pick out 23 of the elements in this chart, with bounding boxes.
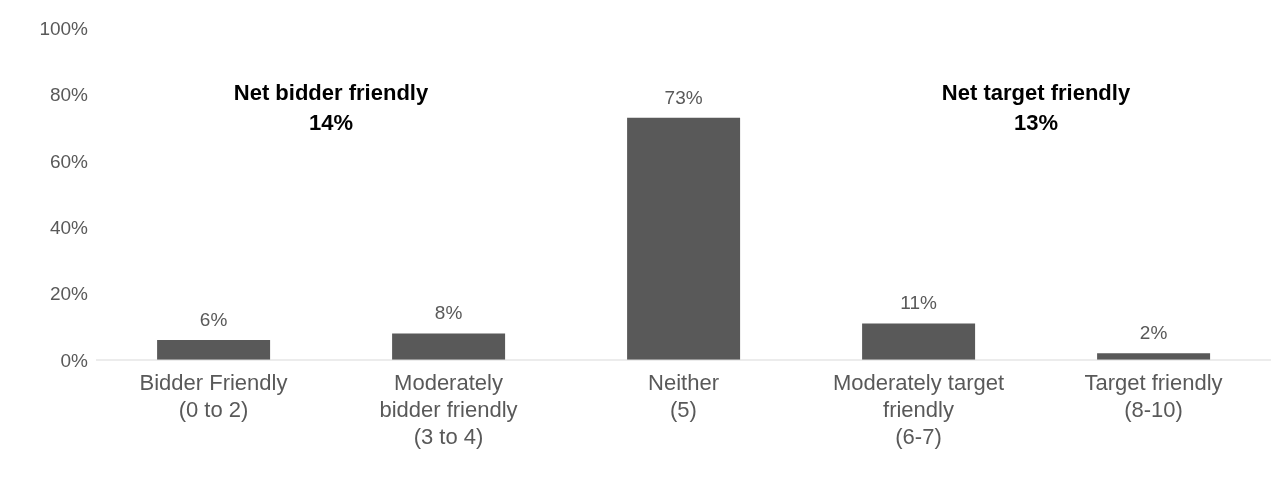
data-label: 2% [1139,322,1168,344]
y-tick-label: 0% [60,349,89,371]
data-label: 11% [900,292,938,314]
x-tick-label: Moderately bidder friendly (3 to 4) [379,370,518,449]
y-tick-label: 80% [49,84,89,106]
bar [1097,353,1211,360]
annotation: Net bidder friendly 14% [233,80,429,136]
data-label: 73% [664,86,703,108]
annotation: Net target friendly 13% [941,80,1131,136]
y-tick-label: 60% [49,150,89,172]
bar [862,323,976,360]
data-label: 8% [434,302,463,324]
x-tick-label: Neither (5) [648,370,719,422]
data-label: 6% [199,309,228,331]
y-tick-label: 40% [49,216,89,238]
bar [392,333,506,360]
x-tick-label: Moderately target friendly (6-7) [832,370,1005,449]
bar [627,117,741,360]
y-tick-label: 100% [39,17,89,39]
x-tick-label: Bidder Friendly (0 to 2) [139,370,288,422]
y-tick-label: 20% [49,283,89,305]
x-tick-label: Target friendly (8-10) [1084,370,1223,422]
bar [157,340,271,360]
